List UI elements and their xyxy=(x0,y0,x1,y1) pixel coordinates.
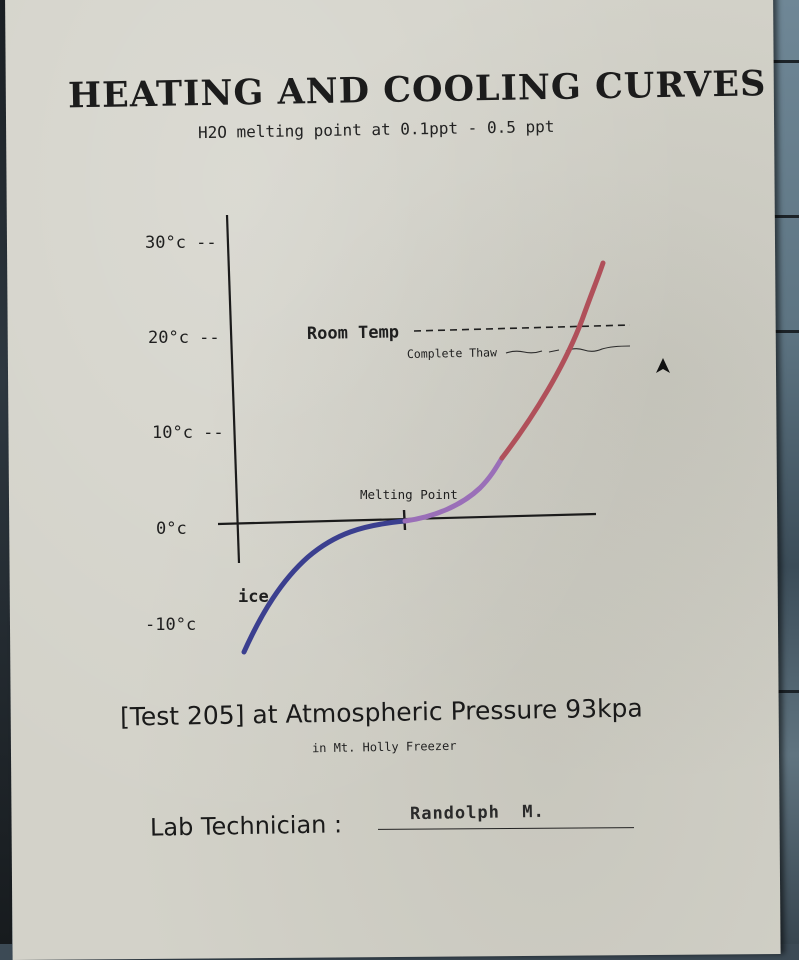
lab-technician-label: Lab Technician : xyxy=(149,810,343,842)
y-tick-label-0: 0°c xyxy=(156,519,187,539)
heating-curve xyxy=(241,260,606,655)
bg-stripe xyxy=(755,60,799,63)
y-tick-labels: 30°c -- 20°c -- 10°c -- 0°c -10°c xyxy=(145,233,224,635)
y-tick-label-20: 20°c -- xyxy=(148,328,220,348)
y-tick-label-10: 10°c -- xyxy=(152,423,224,443)
room-temp-dashed-line xyxy=(413,324,631,332)
curve-segment-warm xyxy=(499,260,606,461)
bg-stripe xyxy=(755,330,799,333)
room-temp-label: Room Temp xyxy=(307,322,399,344)
bg-stripe xyxy=(755,215,799,218)
curve-segment-ice xyxy=(241,518,408,655)
complete-thaw-label: Complete Thaw xyxy=(407,345,497,361)
location-line: in Mt. Holly Freezer xyxy=(311,738,457,756)
complete-thaw-scribble-line xyxy=(505,345,631,354)
ice-label: ice xyxy=(238,587,269,607)
melting-point-label: Melting Point xyxy=(360,487,458,502)
y-tick-label-30: 30°c -- xyxy=(145,233,217,253)
curve-segment-melt xyxy=(402,455,505,524)
pointer-cursor-icon xyxy=(656,358,670,373)
y-axis xyxy=(225,214,241,564)
y-tick-label-minus-10: -10°c xyxy=(145,615,196,635)
technician-name: Randolph M. xyxy=(409,801,545,825)
